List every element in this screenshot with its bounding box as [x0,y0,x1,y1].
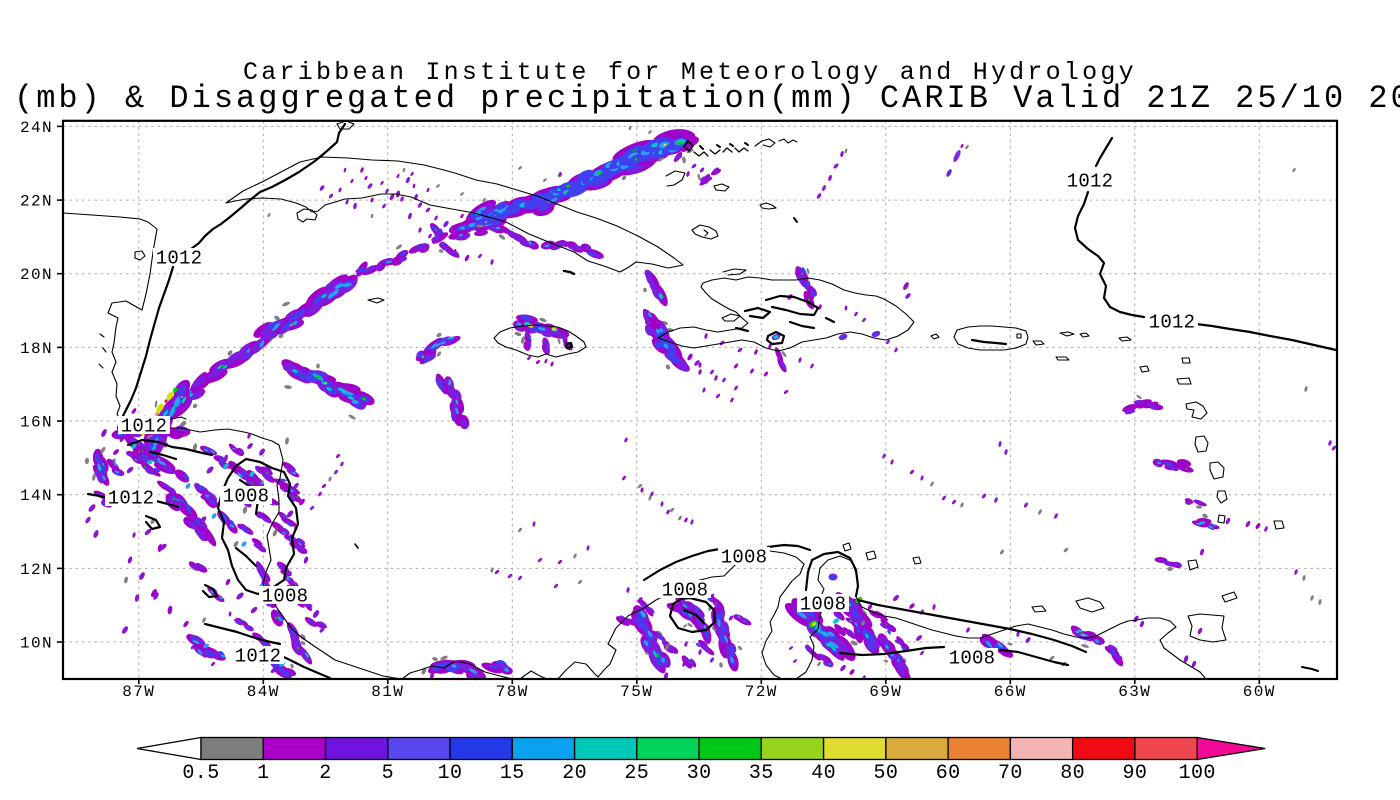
svg-text:0.5: 0.5 [182,762,219,785]
svg-text:1: 1 [257,762,269,785]
svg-text:18N: 18N [20,340,53,358]
svg-text:1012: 1012 [1067,171,1113,193]
svg-text:24N: 24N [20,119,53,137]
svg-text:90: 90 [1122,762,1147,785]
svg-text:78W: 78W [496,683,529,701]
svg-text:72W: 72W [745,683,778,701]
svg-text:1012: 1012 [156,248,202,270]
svg-text:66W: 66W [994,683,1027,701]
svg-text:40: 40 [811,762,836,785]
svg-text:1008: 1008 [262,586,308,608]
svg-text:20N: 20N [20,266,53,284]
svg-text:20: 20 [562,762,587,785]
svg-text:35: 35 [749,762,774,785]
svg-text:2: 2 [319,762,331,785]
svg-text:50: 50 [873,762,898,785]
svg-text:10N: 10N [20,635,53,653]
svg-text:16N: 16N [20,414,53,432]
svg-text:1008: 1008 [721,547,767,569]
svg-text:1012: 1012 [1149,312,1195,334]
svg-text:1008: 1008 [223,486,269,508]
svg-text:84W: 84W [247,683,280,701]
svg-text:12N: 12N [20,561,53,579]
svg-text:22N: 22N [20,193,53,211]
svg-text:1008: 1008 [800,594,846,616]
svg-text:30: 30 [687,762,712,785]
svg-text:70: 70 [998,762,1023,785]
svg-text:60W: 60W [1243,683,1276,701]
svg-text:1012: 1012 [108,488,154,510]
svg-text:25: 25 [624,762,649,785]
svg-text:87W: 87W [122,683,155,701]
svg-text:10: 10 [438,762,463,785]
svg-text:80: 80 [1060,762,1085,785]
svg-text:100: 100 [1179,762,1216,785]
svg-text:69W: 69W [869,683,902,701]
svg-text:(mb) & Disaggregated precipita: (mb) & Disaggregated precipitation(mm) C… [14,80,1400,117]
svg-text:1012: 1012 [121,416,167,438]
svg-text:5: 5 [382,762,394,785]
svg-text:1008: 1008 [662,580,708,602]
svg-text:1008: 1008 [949,648,995,670]
svg-text:15: 15 [500,762,525,785]
svg-text:1012: 1012 [235,646,281,668]
svg-text:60: 60 [936,762,961,785]
svg-text:14N: 14N [20,487,53,505]
svg-text:75W: 75W [620,683,653,701]
svg-text:81W: 81W [371,683,404,701]
svg-text:Caribbean Institute for Meteor: Caribbean Institute for Meteorology and … [243,58,1137,87]
svg-text:63W: 63W [1118,683,1151,701]
